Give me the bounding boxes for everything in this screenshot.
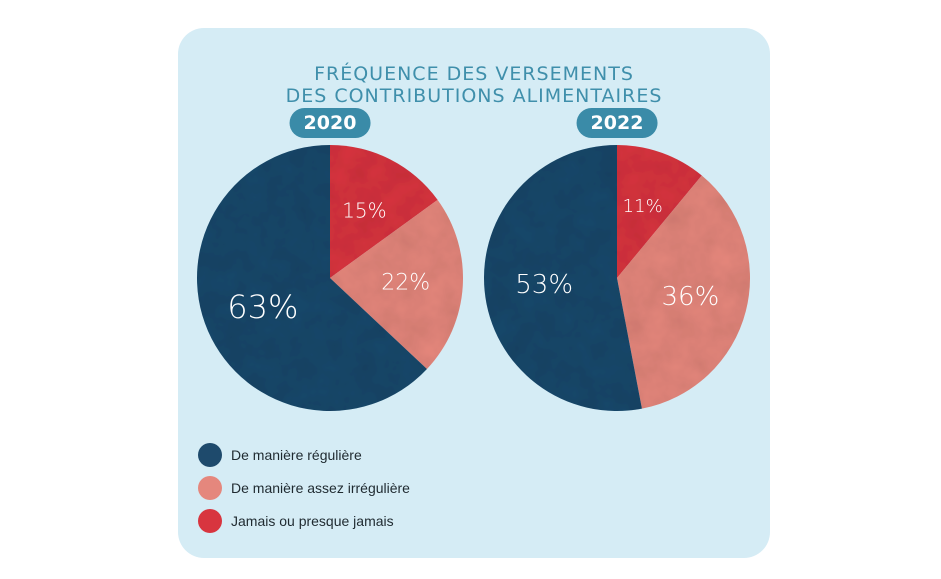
year-badge-2020: 2020 bbox=[289, 108, 371, 138]
pie-2022-slice-regular-label: 53% bbox=[515, 270, 573, 300]
chart-card: FRÉQUENCE DES VERSEMENTS DES CONTRIBUTIO… bbox=[178, 28, 770, 558]
legend-swatch-regular bbox=[198, 442, 222, 467]
legend-label-never: Jamais ou presque jamais bbox=[231, 512, 394, 529]
legend-swatch-never bbox=[198, 508, 222, 533]
year-badge-2022: 2022 bbox=[576, 108, 658, 138]
legend: De manière régulière De manière assez ir… bbox=[198, 438, 410, 537]
legend-label-irregular: De manière assez irrégulière bbox=[231, 479, 410, 496]
legend-label-regular: De manière régulière bbox=[231, 446, 362, 463]
pie-charts: 15% 22% 63% 11% 36% 53% bbox=[197, 145, 751, 411]
legend-item-regular: De manière régulière bbox=[198, 438, 410, 471]
pie-2022-labels: 11% 36% 53% bbox=[515, 196, 719, 312]
pie-2020-slice-irregular bbox=[330, 199, 464, 370]
chart-title: FRÉQUENCE DES VERSEMENTS DES CONTRIBUTIO… bbox=[178, 63, 770, 107]
pie-2022-slice-never bbox=[617, 145, 702, 278]
pie-2020-slice-irregular-label: 22% bbox=[381, 270, 430, 295]
pie-2020 bbox=[197, 145, 464, 411]
legend-swatch-irregular bbox=[198, 475, 222, 500]
title-line-1: FRÉQUENCE DES VERSEMENTS bbox=[314, 62, 634, 85]
pie-2020-slice-never bbox=[330, 145, 438, 278]
legend-item-irregular: De manière assez irrégulière bbox=[198, 471, 410, 504]
pie-2020-slice-regular-label: 63% bbox=[227, 288, 298, 326]
title-line-2: DES CONTRIBUTIONS ALIMENTAIRES bbox=[285, 84, 663, 107]
pie-2020-labels: 15% 22% 63% bbox=[227, 198, 430, 326]
pie-2022 bbox=[483, 145, 751, 411]
pie-2020-slice-regular bbox=[197, 145, 427, 411]
pie-2020-slice-never-label: 15% bbox=[342, 198, 386, 222]
legend-item-never: Jamais ou presque jamais bbox=[198, 504, 410, 537]
pie-2022-slice-never-label: 11% bbox=[623, 196, 663, 217]
pie-2022-slice-irregular-label: 36% bbox=[662, 282, 720, 312]
pie-2022-slice-irregular bbox=[617, 175, 751, 409]
pie-2022-slice-regular bbox=[483, 145, 642, 411]
